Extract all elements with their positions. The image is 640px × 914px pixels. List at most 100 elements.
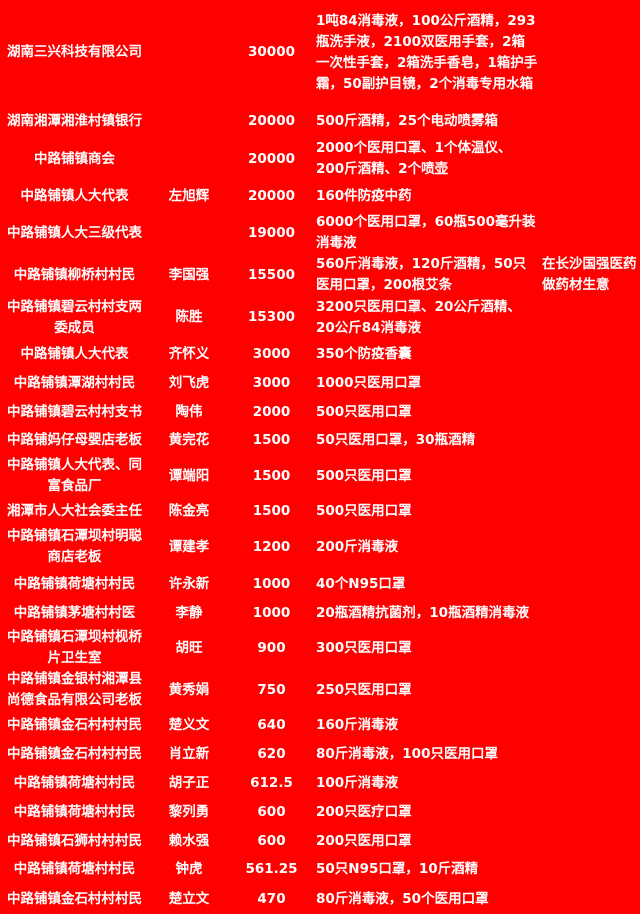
items-cell: 500只医用口罩 <box>316 403 412 420</box>
donor-cell: 中路铺镇人大代表、同富食品厂 <box>7 457 142 494</box>
note-cell <box>538 105 640 138</box>
person-cell: 陈胜 <box>175 309 203 325</box>
items-cell: 50只医用口罩，30瓶酒精 <box>316 432 476 448</box>
note-cell <box>538 568 640 600</box>
amount-cell: 3000 <box>252 375 291 391</box>
person-cell <box>149 0 229 105</box>
items-cell: 500只医用口罩 <box>316 467 412 484</box>
person-cell: 许永新 <box>168 575 210 592</box>
person-cell: 黎列勇 <box>168 803 210 820</box>
person-cell: 黄完花 <box>168 432 210 448</box>
donor-cell: 中路铺镇金石村村村民 <box>7 890 142 907</box>
items-cell: 100斤消毒液 <box>316 774 399 791</box>
donor-cell: 湘潭市人大社会委主任 <box>7 503 142 519</box>
items-cell: 3200只医用口罩、20公斤酒精、20公斤84消毒液 <box>316 298 521 336</box>
amount-cell: 1500 <box>252 467 291 484</box>
items-cell: 250只医用口罩 <box>316 681 412 698</box>
note-cell <box>538 426 640 455</box>
note-cell <box>538 296 640 339</box>
table-row: 湖南湘潭湘淮村镇银行 20000 500斤酒精，25个电动喷雾箱 <box>0 105 640 138</box>
items-cell: 1吨84消毒液，100公斤酒精，293瓶洗手液，2100双医用手套，2箱一次性手… <box>316 12 538 92</box>
table-row: 中路铺镇荷塘村村民 许永新 1000 40个N95口罩 <box>0 568 640 600</box>
items-cell: 160斤消毒液 <box>316 717 399 733</box>
table-row: 中路铺镇石潭坝村枧桥片卫生室 胡旺 900 300只医用口罩 <box>0 627 640 669</box>
items-cell: 200只医疗口罩 <box>316 803 412 820</box>
donor-cell: 中路铺镇人大代表 <box>20 187 129 204</box>
donor-cell: 中路铺镇石狮村村村民 <box>7 832 142 849</box>
note-cell <box>538 827 640 855</box>
table-row: 中路铺镇商会 20000 2000个医用口罩、1个体温仪、200斤酒精、2个喷壶 <box>0 138 640 180</box>
table-row: 中路铺镇荷塘村村民 胡子正 612.5 100斤消毒液 <box>0 769 640 797</box>
table-row: 中路铺镇金银村湘潭县尚德食品有限公司老板 黄秀娟 750 250只医用口罩 <box>0 669 640 711</box>
note-cell <box>538 526 640 568</box>
items-cell: 80斤消毒液，100只医用口罩 <box>316 746 498 762</box>
table-row: 中路铺镇人大三级代表 19000 6000个医用口罩，60瓶500毫升装消毒液 <box>0 212 640 254</box>
person-cell: 李国强 <box>168 266 210 283</box>
person-cell: 李静 <box>175 605 203 621</box>
note-cell <box>538 180 640 212</box>
donor-cell: 湖南湘潭湘淮村镇银行 <box>7 113 142 129</box>
person-cell: 谭端阳 <box>168 467 210 484</box>
note-cell <box>538 212 640 254</box>
person-cell <box>149 212 229 254</box>
items-cell: 2000个医用口罩、1个体温仪、200斤酒精、2个喷壶 <box>316 140 512 177</box>
table-row: 中路铺镇茅塘村村医 李静 1000 20瓶酒精抗菌剂，10瓶酒精消毒液 <box>0 600 640 627</box>
donor-cell: 中路铺镇金石村村村民 <box>7 746 142 762</box>
donor-cell: 中路铺镇石潭坝村明聪商店老板 <box>7 528 142 565</box>
amount-cell: 1500 <box>252 503 291 519</box>
donor-cell: 中路铺镇荷塘村村民 <box>13 575 136 592</box>
amount-cell: 612.5 <box>250 774 293 791</box>
amount-cell: 20000 <box>248 150 295 167</box>
table-row: 中路铺镇荷塘村村民 黎列勇 600 200只医疗口罩 <box>0 797 640 827</box>
donor-cell: 中路铺镇金银村湘潭县尚德食品有限公司老板 <box>7 671 142 708</box>
table-row: 中路铺镇金石村村村民 楚立文 470 80斤消毒液，50个医用口罩 <box>0 884 640 914</box>
note-cell <box>538 669 640 711</box>
note-cell <box>538 369 640 398</box>
donor-cell: 中路铺妈仔母婴店老板 <box>7 432 142 448</box>
person-cell: 刘飞虎 <box>168 375 210 391</box>
table-row: 中路铺镇金石村村村民 楚义文 640 160斤消毒液 <box>0 711 640 740</box>
amount-cell: 19000 <box>248 224 295 241</box>
donor-cell: 中路铺镇商会 <box>34 150 115 167</box>
note-cell <box>538 600 640 627</box>
amount-cell: 600 <box>257 832 286 849</box>
person-cell: 胡子正 <box>168 774 210 791</box>
table-row: 中路铺镇人大代表 左旭辉 20000 160件防疫中药 <box>0 180 640 212</box>
amount-cell: 620 <box>257 746 286 762</box>
person-cell: 陶伟 <box>175 403 203 420</box>
table-row: 中路铺镇人大代表 齐怀义 3000 350个防疫香囊 <box>0 339 640 369</box>
table-row: 中路铺镇金石村村村民 肖立新 620 80斤消毒液，100只医用口罩 <box>0 740 640 769</box>
person-cell: 肖立新 <box>168 746 210 762</box>
donor-cell: 湖南三兴科技有限公司 <box>7 44 142 60</box>
amount-cell: 20000 <box>248 187 295 204</box>
amount-cell: 15300 <box>248 309 295 325</box>
items-cell: 200斤消毒液 <box>316 538 399 555</box>
donor-cell: 中路铺镇金石村村村民 <box>7 717 142 733</box>
amount-cell: 1000 <box>252 575 291 592</box>
note-cell <box>538 497 640 526</box>
person-cell: 楚义文 <box>168 717 210 733</box>
person-cell: 陈金亮 <box>168 503 210 519</box>
donor-cell: 中路铺镇柳桥村村民 <box>13 266 136 283</box>
person-cell: 黄秀娟 <box>168 681 210 698</box>
person-cell <box>149 138 229 180</box>
table-row: 中路铺镇碧云村村支两委成员 陈胜 15300 3200只医用口罩、20公斤酒精、20公… <box>0 296 640 339</box>
items-cell: 80斤消毒液，50个医用口罩 <box>316 890 489 907</box>
note-cell <box>538 0 640 105</box>
note-cell <box>538 455 640 497</box>
note-cell <box>538 769 640 797</box>
person-cell: 楚立文 <box>168 890 210 907</box>
donor-cell: 中路铺镇碧云村村支书 <box>7 403 142 420</box>
note-cell <box>538 138 640 180</box>
table-row: 中路铺妈仔母婴店老板 黄完花 1500 50只医用口罩，30瓶酒精 <box>0 426 640 455</box>
note-cell <box>538 339 640 369</box>
amount-cell: 640 <box>257 717 286 733</box>
donor-cell: 中路铺镇人大代表 <box>20 345 129 362</box>
donor-cell: 中路铺镇荷塘村村民 <box>13 803 136 820</box>
items-cell: 1000只医用口罩 <box>316 375 422 391</box>
items-cell: 200只医用口罩 <box>316 832 412 849</box>
table-row: 中路铺镇石狮村村村民 赖水强 600 200只医用口罩 <box>0 827 640 855</box>
amount-cell: 1000 <box>252 605 291 621</box>
table-row: 中路铺镇石潭坝村明聪商店老板 谭建孝 1200 200斤消毒液 <box>0 526 640 568</box>
